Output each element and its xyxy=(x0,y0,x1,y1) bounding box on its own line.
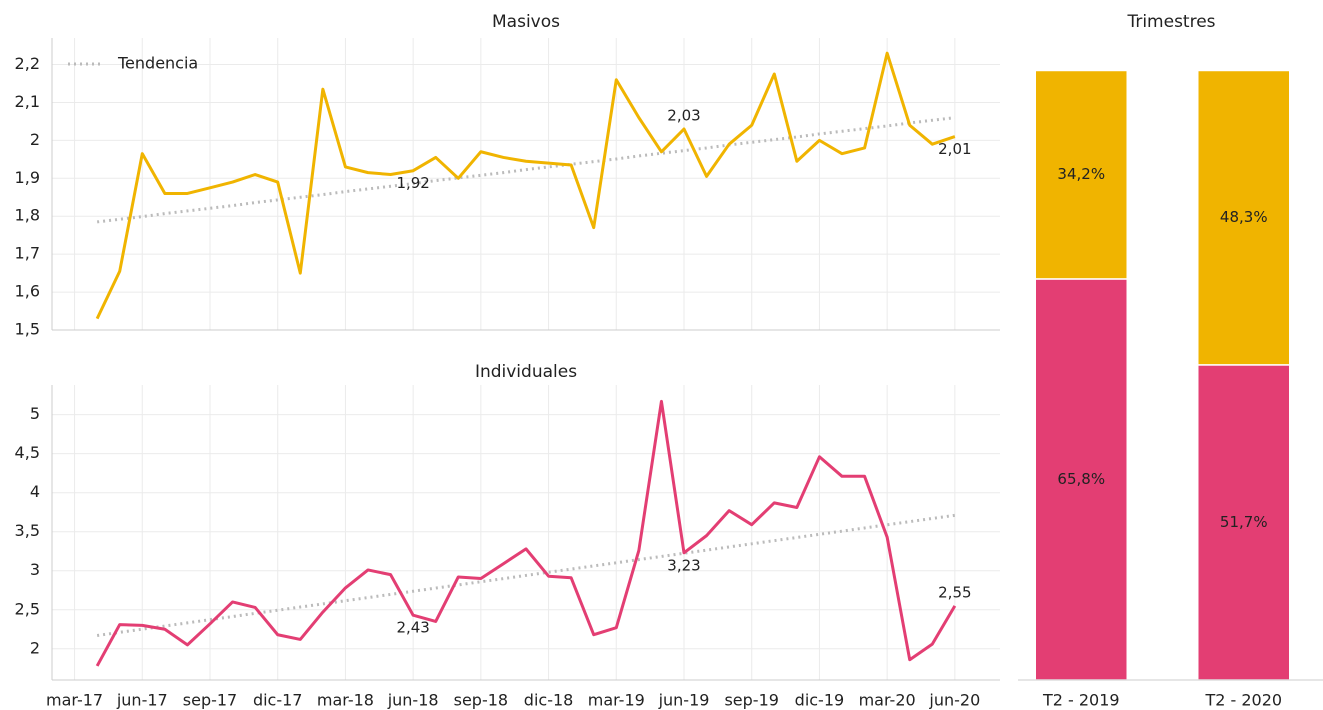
data-label: 2,01 xyxy=(938,140,971,158)
x-tick-label: sep-19 xyxy=(724,691,778,710)
y-tick-label: 1,7 xyxy=(15,244,40,263)
bar-segment xyxy=(1197,69,1291,366)
chart-title: Masivos xyxy=(492,12,560,32)
data-label: 2,03 xyxy=(667,107,700,125)
data-label: 2,43 xyxy=(396,619,429,637)
x-tick-label: dic-17 xyxy=(253,691,303,710)
data-label: 65,8% xyxy=(1057,470,1105,488)
bar-segment xyxy=(1034,278,1128,681)
legend-label: Tendencia xyxy=(117,54,198,73)
chart-title: Trimestres xyxy=(1126,12,1215,32)
data-label: 48,3% xyxy=(1220,208,1268,226)
data-line xyxy=(95,51,956,320)
trend-line xyxy=(96,116,956,224)
y-tick-label: 1,9 xyxy=(15,168,40,187)
y-tick-label: 5 xyxy=(30,404,40,423)
data-label: 34,2% xyxy=(1057,165,1105,183)
x-tick-label: jun-19 xyxy=(658,691,710,710)
x-tick-label: dic-19 xyxy=(795,691,845,710)
x-tick-label: jun-20 xyxy=(928,691,980,710)
x-tick-label: jun-17 xyxy=(116,691,168,710)
y-tick-label: 2 xyxy=(30,638,40,657)
x-tick-label: mar-17 xyxy=(46,691,103,710)
y-tick-label: 2,1 xyxy=(15,92,40,111)
x-tick-label: T2 - 2019 xyxy=(1042,691,1120,710)
y-tick-label: 1,5 xyxy=(15,320,40,339)
data-line xyxy=(95,399,957,667)
bar-segment xyxy=(1034,69,1128,280)
bar-segment xyxy=(1197,364,1291,681)
data-label: 51,7% xyxy=(1220,513,1268,531)
x-tick-label: T2 - 2020 xyxy=(1204,691,1282,710)
data-label: 1,92 xyxy=(396,174,429,192)
trend-line xyxy=(96,513,956,638)
x-tick-label: jun-18 xyxy=(387,691,439,710)
y-tick-label: 2 xyxy=(30,130,40,149)
y-tick-label: 2,2 xyxy=(15,54,40,73)
data-label: 3,23 xyxy=(667,556,700,574)
y-tick-label: 3 xyxy=(30,560,40,579)
y-tick-label: 4 xyxy=(30,482,40,501)
x-tick-label: sep-18 xyxy=(454,691,508,710)
x-tick-label: sep-17 xyxy=(183,691,237,710)
x-tick-label: mar-19 xyxy=(588,691,645,710)
x-tick-label: mar-18 xyxy=(317,691,374,710)
chart-title: Individuales xyxy=(475,362,577,382)
y-tick-label: 1,6 xyxy=(15,282,40,301)
y-tick-label: 2,5 xyxy=(15,599,40,618)
data-label: 2,55 xyxy=(938,583,971,601)
y-tick-label: 1,8 xyxy=(15,206,40,225)
y-tick-label: 3,5 xyxy=(15,521,40,540)
y-tick-label: 4,5 xyxy=(15,443,40,462)
x-tick-label: dic-18 xyxy=(524,691,574,710)
x-tick-label: mar-20 xyxy=(859,691,916,710)
